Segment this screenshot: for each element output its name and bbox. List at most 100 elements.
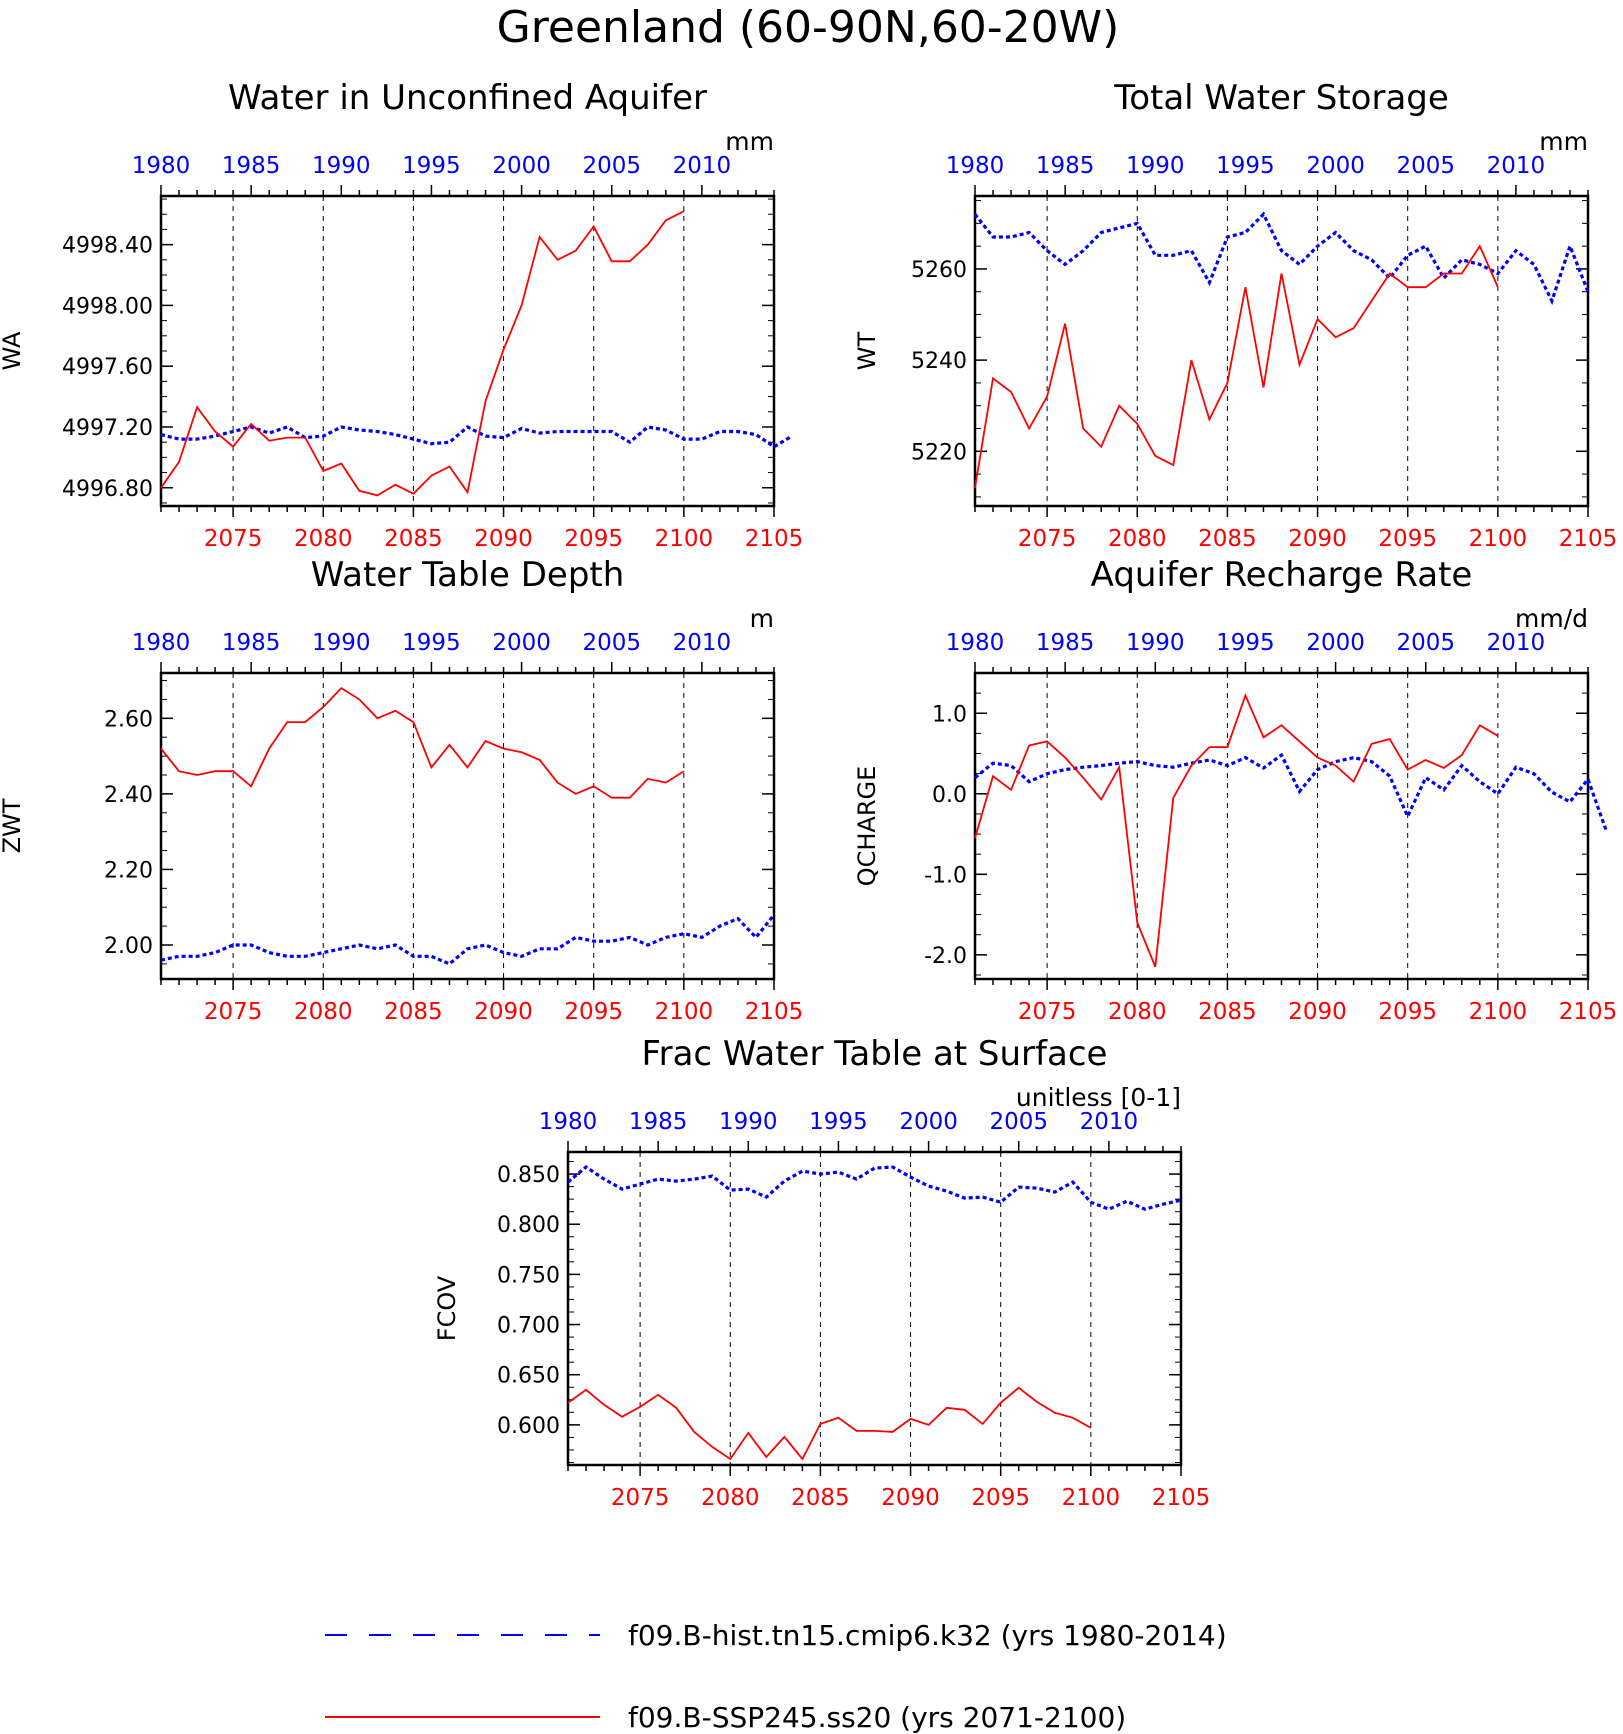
x-tick-label-bottom: 2105 <box>1152 1485 1211 1511</box>
x-tick-label-top: 2005 <box>1396 630 1455 656</box>
x-tick-label-bottom: 2105 <box>745 526 804 552</box>
y-tick-label: 4998.40 <box>62 234 153 259</box>
series-line-hist <box>973 211 1590 306</box>
x-tick-label-top: 1990 <box>719 1109 778 1135</box>
series-line-future <box>974 693 1499 968</box>
y-tick-label: 0.650 <box>497 1364 560 1389</box>
x-tick-label-top: 1980 <box>539 1109 598 1135</box>
y-tick-label: 5260 <box>911 258 967 283</box>
x-tick-label-top: 2005 <box>582 153 641 179</box>
x-tick-label-bottom: 2090 <box>881 1485 940 1511</box>
y-tick-label: 2.40 <box>104 783 153 808</box>
x-tick-label-top: 1985 <box>222 153 281 179</box>
x-tick-label-bottom: 2095 <box>1378 999 1437 1025</box>
x-tick-label-top: 1995 <box>1216 630 1275 656</box>
plot-frame <box>973 194 1590 508</box>
y-axis-label: QCHARGE <box>853 766 881 887</box>
legend-label-hist: f09.B-hist.tn15.cmip6.k32 (yrs 1980-2014… <box>628 1619 1227 1652</box>
y-tick-label: -2.0 <box>924 944 967 969</box>
x-tick-label-bottom: 2105 <box>1559 999 1618 1025</box>
x-tick-label-bottom: 2100 <box>655 999 714 1025</box>
chart-panel: Water Table Depth m ZWT 1980 1985 1990 1995 200… <box>0 555 803 1025</box>
chart-panel: Total Water Storage mm WT 1980 1985 1990 1995 2… <box>853 78 1617 552</box>
panels: Water in Unconfined Aquifer mm WA 1980 1985 1… <box>0 78 1617 1511</box>
y-tick-label: 5220 <box>911 440 967 465</box>
chart-panel: Frac Water Table at Surface unitless [0-1… <box>433 1034 1210 1511</box>
x-tick-label-top: 1985 <box>1036 153 1095 179</box>
y-tick-label: 0.600 <box>497 1414 560 1439</box>
x-tick-label-top: 2010 <box>673 630 732 656</box>
chart-panel: Water in Unconfined Aquifer mm WA 1980 1985 1… <box>0 78 803 552</box>
x-tick-label-bottom: 2080 <box>701 1485 760 1511</box>
series-line-hist <box>160 425 793 449</box>
x-tick-label-bottom: 2075 <box>1018 999 1077 1025</box>
x-tick-label-bottom: 2075 <box>204 526 263 552</box>
chart-panel: Aquifer Recharge Rate mm/d QCHARGE 1980 1985… <box>853 555 1617 1025</box>
x-tick-label-bottom: 2090 <box>474 526 533 552</box>
units-label: mm <box>1539 127 1588 156</box>
series-line-future <box>974 244 1499 488</box>
x-tick-label-bottom: 2080 <box>294 526 353 552</box>
y-tick-label: 5240 <box>911 349 967 374</box>
x-tick-label-bottom: 2095 <box>1378 526 1437 552</box>
x-tick-label-top: 1990 <box>312 153 371 179</box>
x-tick-label-top: 1995 <box>809 1109 868 1135</box>
x-tick-label-top: 2000 <box>492 630 551 656</box>
x-tick-label-top: 1980 <box>946 153 1005 179</box>
panel-title: Frac Water Table at Surface <box>642 1034 1108 1074</box>
series-line-hist <box>566 1165 1182 1211</box>
y-tick-label: 4997.60 <box>62 355 153 380</box>
units-label: mm <box>725 127 774 156</box>
y-tick-label: 4998.00 <box>62 294 153 319</box>
x-tick-label-bottom: 2095 <box>564 526 623 552</box>
x-tick-label-top: 2010 <box>1487 153 1546 179</box>
x-tick-label-bottom: 2085 <box>384 999 443 1025</box>
y-axis-label: FCOV <box>433 1275 461 1341</box>
x-tick-label-top: 1985 <box>629 1109 688 1135</box>
x-tick-label-top: 2005 <box>582 630 641 656</box>
x-tick-label-top: 1995 <box>402 153 461 179</box>
x-tick-label-bottom: 2075 <box>204 999 263 1025</box>
x-tick-label-top: 2000 <box>1306 630 1365 656</box>
y-tick-label: 2.00 <box>104 934 153 959</box>
panel-title: Total Water Storage <box>1113 78 1449 118</box>
y-tick-label: 0.850 <box>497 1163 560 1188</box>
x-tick-label-top: 2010 <box>673 153 732 179</box>
x-tick-label-top: 2010 <box>1080 1109 1139 1135</box>
series-line-hist <box>973 752 1608 831</box>
y-tick-label: 0.750 <box>497 1263 560 1288</box>
x-tick-label-top: 2000 <box>492 153 551 179</box>
x-tick-label-bottom: 2095 <box>564 999 623 1025</box>
legend: f09.B-hist.tn15.cmip6.k32 (yrs 1980-2014… <box>325 1619 1227 1734</box>
x-tick-label-top: 2010 <box>1487 630 1546 656</box>
y-axis-label: WT <box>853 331 881 370</box>
x-tick-label-top: 1980 <box>946 630 1005 656</box>
x-tick-label-top: 2000 <box>1306 153 1365 179</box>
y-axis-label: WA <box>0 331 26 370</box>
x-tick-label-bottom: 2080 <box>1108 999 1167 1025</box>
x-tick-label-top: 1990 <box>1126 630 1185 656</box>
x-tick-label-top: 2000 <box>899 1109 958 1135</box>
panel-title: Water in Unconfined Aquifer <box>228 78 707 118</box>
x-tick-label-bottom: 2100 <box>1062 1485 1121 1511</box>
y-tick-label: 2.60 <box>104 707 153 732</box>
x-tick-label-top: 2005 <box>1396 153 1455 179</box>
x-tick-label-bottom: 2100 <box>1469 526 1528 552</box>
x-tick-label-bottom: 2075 <box>611 1485 670 1511</box>
x-tick-label-bottom: 2085 <box>791 1485 850 1511</box>
x-tick-label-top: 2005 <box>989 1109 1048 1135</box>
x-tick-label-bottom: 2085 <box>384 526 443 552</box>
plot-frame <box>159 194 776 508</box>
x-tick-label-bottom: 2090 <box>1288 526 1347 552</box>
y-axis-label: ZWT <box>0 798 26 853</box>
panel-title: Water Table Depth <box>311 555 625 595</box>
x-tick-label-top: 1995 <box>402 630 461 656</box>
x-tick-label-bottom: 2105 <box>745 999 804 1025</box>
series-line-hist <box>160 913 776 966</box>
x-tick-label-bottom: 2100 <box>655 526 714 552</box>
x-tick-label-bottom: 2100 <box>1469 999 1528 1025</box>
y-tick-label: 4997.20 <box>62 416 153 441</box>
x-tick-label-top: 1990 <box>1126 153 1185 179</box>
x-tick-label-bottom: 2085 <box>1198 526 1257 552</box>
